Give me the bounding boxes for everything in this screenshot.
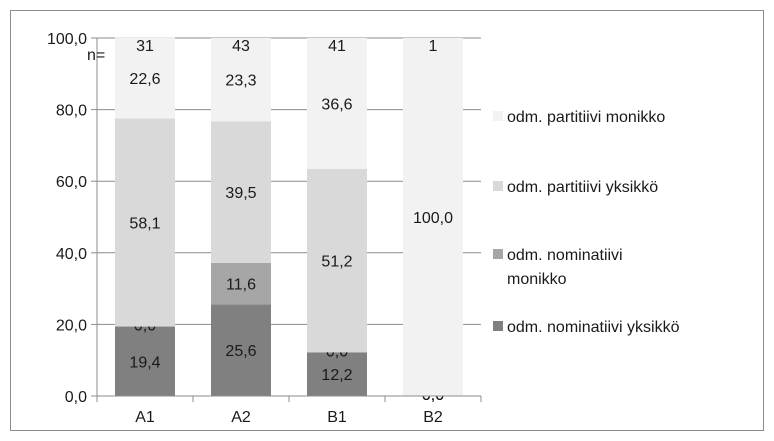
data-label: 23,3 <box>225 73 256 90</box>
x-category-label: B2 <box>423 409 443 426</box>
legend-swatch <box>493 249 503 259</box>
bar-segment <box>307 352 367 396</box>
data-label: 22,6 <box>129 71 160 88</box>
y-tick-label: 100,0 <box>47 31 87 48</box>
bar-segment <box>115 37 175 119</box>
n-prefix-label: n= <box>87 47 105 64</box>
legend-label: odm. nominatiivi yksikkö <box>507 319 680 336</box>
n-count-label: 1 <box>429 38 438 55</box>
bar-segment <box>211 121 271 263</box>
bar-segment <box>403 38 463 396</box>
data-label: 36,6 <box>321 97 352 114</box>
data-label: 11,6 <box>226 277 256 294</box>
n-count-label: 43 <box>232 38 250 55</box>
chart-frame: 0,020,040,060,080,0100,019,40,058,122,63… <box>10 10 764 431</box>
x-category-label: A1 <box>135 409 155 426</box>
data-label: 39,5 <box>225 185 256 202</box>
legend-label: odm. partitiivi yksikkö <box>507 179 658 196</box>
data-label: 25,6 <box>225 343 256 360</box>
bar-segment <box>211 304 271 396</box>
y-tick-label: 40,0 <box>56 246 87 263</box>
legend-swatch <box>493 321 503 331</box>
n-count-label: 31 <box>136 38 154 55</box>
bar-segment <box>115 118 175 327</box>
y-tick-label: 60,0 <box>56 174 87 191</box>
x-category-label: B1 <box>327 409 347 426</box>
bar-segment <box>115 326 175 396</box>
data-label: 58,1 <box>129 216 160 233</box>
legend-label: monikko <box>507 271 567 288</box>
legend-label: odm. nominatiivi <box>507 247 623 264</box>
y-tick-label: 80,0 <box>56 103 87 120</box>
legend-label: odm. partitiivi monikko <box>507 109 665 126</box>
x-category-label: A2 <box>231 409 251 426</box>
n-count-label: 41 <box>328 38 346 55</box>
bar-segment <box>307 169 367 353</box>
data-label: 19,4 <box>129 354 160 371</box>
data-label: 12,2 <box>321 367 352 384</box>
y-tick-label: 20,0 <box>56 317 87 334</box>
y-tick-label: 0,0 <box>65 389 87 406</box>
legend-swatch <box>493 181 503 191</box>
bar-segment <box>307 38 367 170</box>
bar-segment <box>211 38 271 122</box>
legend-swatch <box>493 111 503 121</box>
bar-segment <box>211 262 271 305</box>
stacked-bar-chart: 0,020,040,060,080,0100,019,40,058,122,63… <box>47 31 680 426</box>
data-label: 100,0 <box>413 210 453 227</box>
data-label: 51,2 <box>321 254 352 271</box>
